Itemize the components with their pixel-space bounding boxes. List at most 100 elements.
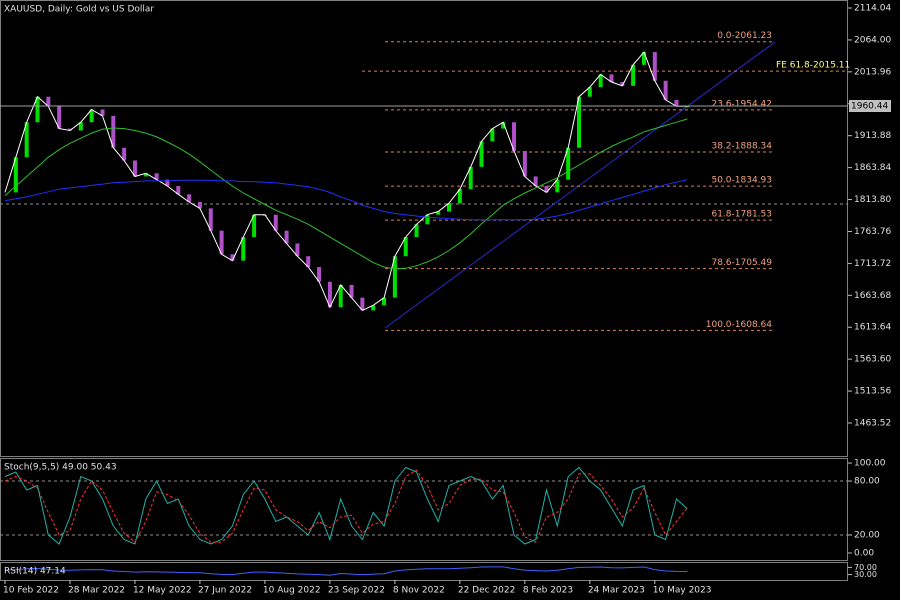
series-line [4,466,688,545]
candle-body [501,122,506,129]
y-tick-label: 1713.72 [854,259,891,269]
candle-body [631,64,636,86]
rsi-frame [0,562,848,581]
candle-body [165,179,170,187]
y-tick-label: 20.00 [854,530,880,540]
candle-body [187,194,192,202]
series-line [4,179,688,221]
chart-title: XAUUSD, Daily: Gold vs US Dollar [4,5,154,15]
y-tick-label: 100.00 [854,459,886,469]
candle-body [674,99,679,107]
candle-body [284,230,289,244]
candle-body [522,150,527,177]
candle-body [111,115,116,148]
candle-body [371,305,376,311]
candle-body [154,173,159,180]
last-price-box [849,100,891,113]
candle-body [652,52,657,81]
candle-body [382,297,387,306]
x-tick-label: 8 Nov 2022 [393,586,445,596]
y-tick-label: 1513.56 [854,387,891,397]
y-tick-label: 1813.80 [854,195,891,205]
candle-body [403,237,408,257]
y-tick-label: 80.00 [854,477,880,487]
candle-body [327,281,332,308]
candle-body [663,80,668,100]
candle-body [57,106,62,129]
candle-body [338,284,343,308]
candle-body [479,141,484,167]
candle-body [544,186,549,193]
frames [0,0,848,581]
candle-body [576,96,581,148]
series-line [4,469,688,543]
candle-body [100,109,105,116]
stoch-title: Stoch(9,5,5) 49.00 50.43 [4,463,117,473]
y-tick-label: 1613.64 [854,323,891,333]
candle-body [317,267,322,282]
candle-body [306,256,311,268]
candle-body [46,96,51,107]
candle-body [252,214,257,238]
candle-body [490,128,495,142]
candle-body [122,147,127,161]
y-tick-label: 1763.76 [854,227,891,237]
y-tick-label: 1913.88 [854,131,891,141]
stoch-frame [0,458,848,561]
x-tick-label: 24 Mar 2023 [588,586,645,596]
candle-body [566,147,571,180]
x-tick-label: 23 Sep 2022 [328,586,385,596]
candle-body [24,122,29,158]
candle-body [13,157,18,193]
candle-body [533,176,538,187]
candle-body [512,122,517,151]
series-line [4,51,688,312]
plot-layer: 2114.042064.002013.961963.921913.881863.… [0,4,891,596]
x-tick-label: 10 Aug 2022 [263,586,321,596]
candle-body [609,74,614,83]
candle-body [641,52,646,65]
candle-body [78,122,83,131]
x-tick-label: 10 May 2023 [653,586,712,596]
candle-body [349,284,354,298]
candle-body [447,203,452,212]
candle-body [89,109,94,123]
candle-body [219,230,224,255]
series-line [4,118,688,270]
candle-body [392,256,397,298]
fib-label: 50.0-1834.93 [711,176,772,186]
fib-label: 23.6-1954.42 [711,99,772,109]
trend-line [384,41,776,329]
candle-body [360,297,365,311]
candle-body [208,208,213,231]
fib-label: 61.8-1781.53 [711,210,772,220]
y-tick-label: 0.00 [854,548,874,558]
candle-body [230,254,235,261]
candle-body [35,96,40,123]
candle-body [197,201,202,209]
candle-body [587,87,592,97]
y-tick-label: 1663.68 [854,291,891,301]
x-tick-label: 27 Jun 2022 [198,586,252,596]
fib-label: 78.6-1705.49 [711,258,772,268]
y-tick-label: 2064.00 [854,35,891,45]
candle-body [295,243,300,257]
rsi-title: RSI(14) 47.14 [4,567,66,577]
x-tick-label: 28 Mar 2022 [68,586,125,596]
y-tick-label: 1463.52 [854,419,891,429]
candle-body [143,173,148,177]
series-line [4,566,688,576]
candle-body [555,179,560,193]
main-frame [0,0,848,457]
candle-body [414,224,419,238]
fe-label: FE 61.8-2015.11 [776,61,850,71]
y-tick-label: 70.00 [854,563,877,572]
candle-body [436,211,441,215]
y-tick-label: 1563.60 [854,355,891,365]
y-tick-label: 2013.96 [854,67,891,77]
candle-body [67,128,72,131]
candle-body [457,189,462,204]
candle-body [176,186,181,195]
